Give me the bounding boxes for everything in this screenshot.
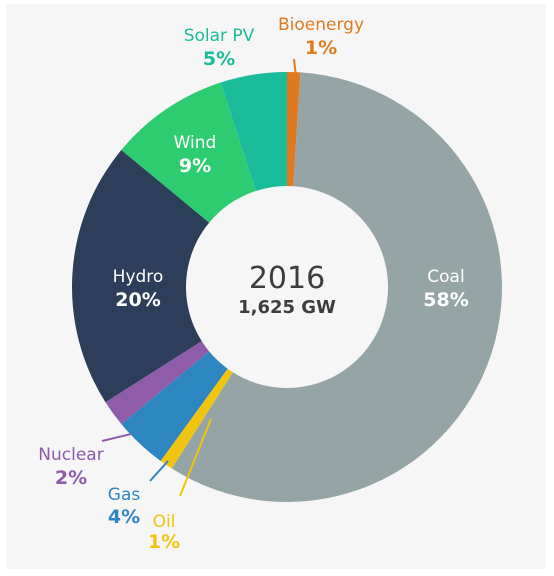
- slice-value-hydro: 20%: [115, 289, 160, 311]
- slice-label-solar-pv: Solar PV: [184, 26, 255, 46]
- slice-value-nuclear: 2%: [55, 467, 87, 489]
- donut-hole: [186, 186, 388, 388]
- slice-label-gas: Gas: [108, 485, 141, 505]
- leader-line-bioenergy: [293, 58, 297, 78]
- leader-lines: [101, 58, 297, 497]
- slice-value-bioenergy: 1%: [305, 37, 337, 59]
- slice-value-gas: 4%: [108, 506, 140, 528]
- slice-label-nuclear: Nuclear: [38, 445, 103, 465]
- slice-labels: Bioenergy1%Coal58%Oil1%Gas4%Nuclear2%Hyd…: [38, 15, 468, 553]
- center-title: 2016: [249, 261, 325, 296]
- slice-hydro: [72, 149, 287, 403]
- slice-value-coal: 58%: [423, 289, 468, 311]
- slice-label-wind: Wind: [174, 133, 217, 153]
- slice-label-bioenergy: Bioenergy: [278, 15, 364, 35]
- leader-line-gas: [149, 460, 169, 482]
- slice-label-coal: Coal: [427, 267, 464, 287]
- slice-label-oil: Oil: [153, 512, 176, 532]
- leader-line-nuclear: [101, 433, 132, 442]
- donut-chart: Bioenergy1%Coal58%Oil1%Gas4%Nuclear2%Hyd…: [38, 15, 502, 553]
- center-subtitle: 1,625 GW: [238, 297, 336, 318]
- chart-container: Bioenergy 1% Coal 58% Oil 1% Gas 4% Nuclear 2% Hyd…: [6, 4, 546, 569]
- leader-line-oil: [179, 418, 212, 497]
- slice-value-oil: 1%: [148, 531, 180, 553]
- slice-value-solar-pv: 5%: [203, 48, 235, 70]
- slice-label-hydro: Hydro: [113, 267, 164, 287]
- slice-value-wind: 9%: [179, 155, 211, 177]
